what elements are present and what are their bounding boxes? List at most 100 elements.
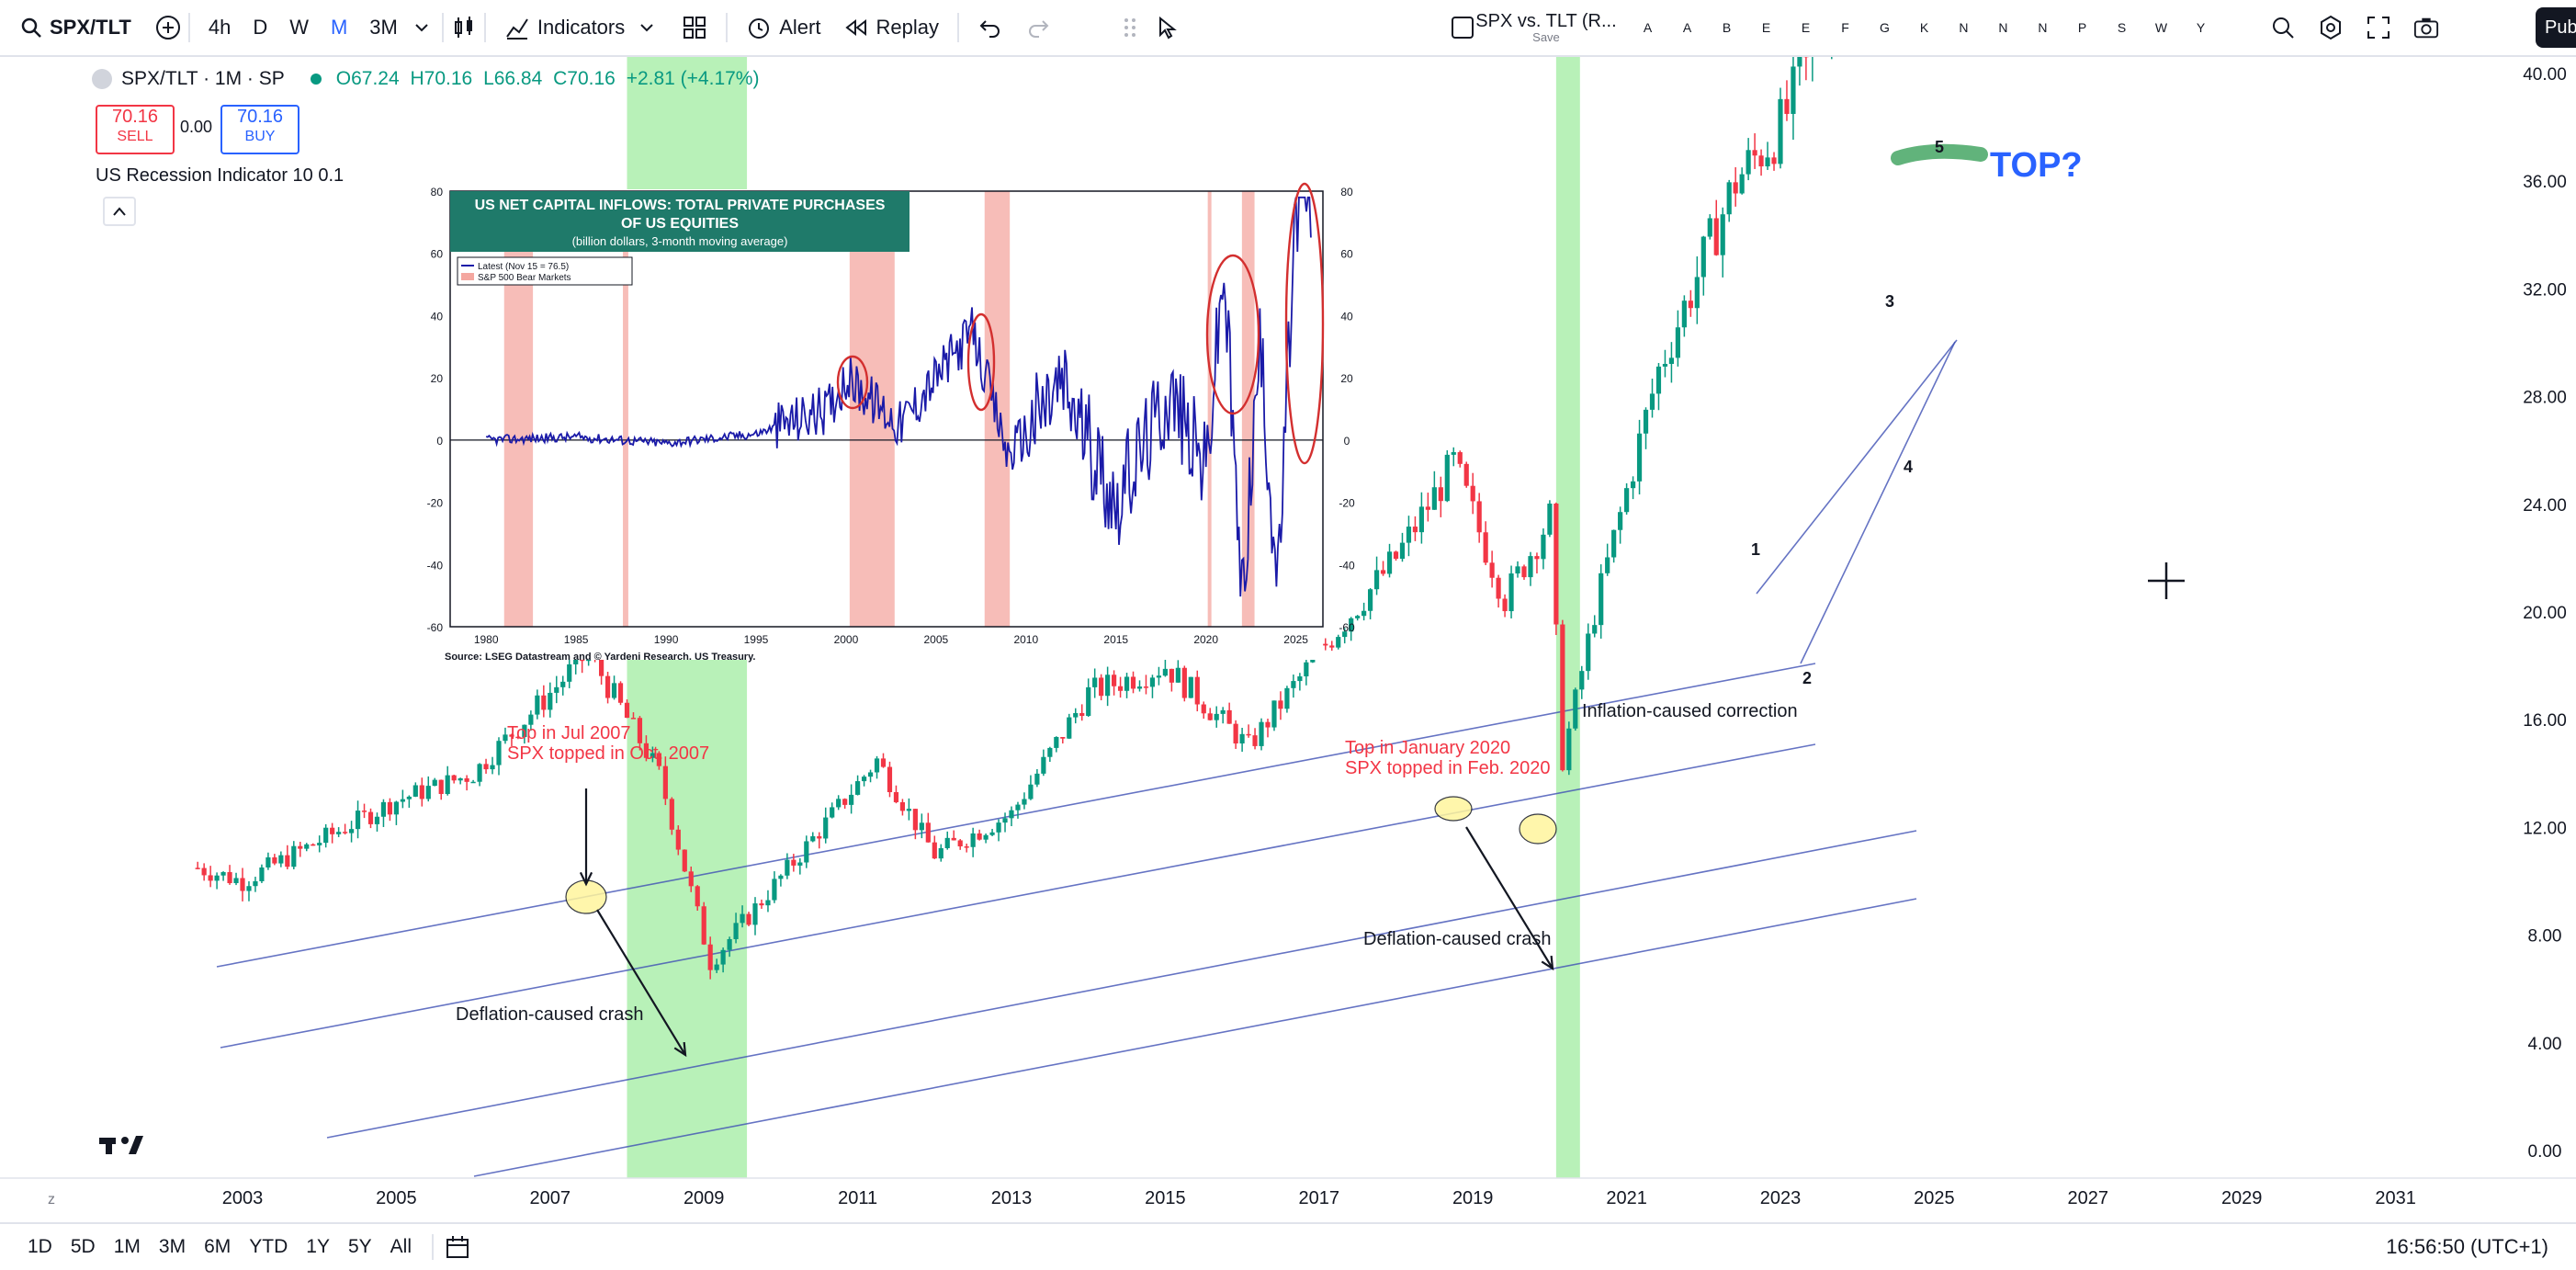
interval-4h[interactable]: 4h: [198, 7, 242, 48]
inset-y-tick-right: 20: [1340, 372, 1353, 385]
layout-name-button[interactable]: SPX vs. TLT (R... Save: [1496, 0, 1597, 55]
time-tick-label: 2025: [1914, 1188, 1955, 1208]
alert-button[interactable]: Alert: [735, 7, 831, 48]
inset-x-tick: 2000: [834, 633, 859, 646]
calendar-icon[interactable]: [445, 1234, 470, 1260]
time-tick-label: 2015: [1145, 1188, 1186, 1208]
watchlist-letter-button[interactable]: N: [1944, 20, 1983, 35]
watchlist-letter-button[interactable]: N: [2023, 20, 2062, 35]
time-tick-label: 2023: [1760, 1188, 1802, 1208]
interval-group: 4h D W M 3M: [198, 0, 435, 55]
replay-button[interactable]: Replay: [832, 7, 950, 48]
watchlist-letter-button[interactable]: S: [2102, 20, 2141, 35]
buy-button[interactable]: 70.16 BUY: [220, 105, 299, 154]
watchlist-letter-button[interactable]: E: [1746, 20, 1786, 35]
interval-m[interactable]: M: [320, 7, 358, 48]
fullscreen-button[interactable]: [2355, 7, 2402, 48]
drag-handle[interactable]: [1117, 0, 1143, 55]
watchlist-letter-button[interactable]: P: [2062, 20, 2102, 35]
publish-button[interactable]: Pub: [2536, 7, 2576, 48]
watchlist-letter-button[interactable]: N: [1983, 20, 2023, 35]
quick-search-button[interactable]: [2259, 7, 2307, 48]
inset-x-tick: 2020: [1193, 633, 1218, 646]
range-all-button[interactable]: All: [381, 1236, 421, 1258]
inset-bear-market-band: [1208, 191, 1212, 627]
interval-w[interactable]: W: [278, 7, 320, 48]
inset-x-tick: 1985: [564, 633, 589, 646]
price-axis[interactable]: 80.0076.0072.0068.0064.0060.0056.0052.00…: [2493, 57, 2576, 1178]
inset-y-tick-left: 40: [431, 310, 444, 323]
watchlist-letter-button[interactable]: E: [1786, 20, 1825, 35]
interval-3m[interactable]: 3M: [358, 7, 409, 48]
settings-button[interactable]: [2307, 7, 2355, 48]
cursor-tool-button[interactable]: [1143, 7, 1191, 48]
annotation-crash-2008: Deflation-caused crash: [456, 1004, 644, 1025]
price-chart[interactable]: 1.618 (73.68)1.27 (68.09)1 (63.76)0.618 …: [0, 57, 2576, 1222]
inset-x-tick: 2005: [924, 633, 949, 646]
watchlist-letter-button[interactable]: Y: [2181, 20, 2220, 35]
chevron-down-icon[interactable]: [409, 15, 435, 40]
candle: [1560, 620, 1565, 772]
grid-icon: [682, 15, 707, 40]
candle: [670, 797, 674, 834]
range-5y-button[interactable]: 5Y: [339, 1236, 381, 1258]
symbol-search[interactable]: SPX/TLT: [18, 0, 131, 55]
compare-button[interactable]: [155, 0, 181, 55]
indicators-label: Indicators: [537, 16, 625, 40]
toolbar-divider: [726, 13, 728, 42]
recession-indicator-legend: US Recession Indicator 10 0.1: [96, 165, 344, 187]
watchlist-letter-button[interactable]: K: [1904, 20, 1944, 35]
templates-button[interactable]: [671, 7, 718, 48]
redo-button[interactable]: [1014, 7, 1062, 48]
layout-save-label: Save: [1532, 31, 1560, 44]
inset-y-tick-right: -40: [1339, 559, 1355, 572]
watchlist-letter-button[interactable]: B: [1707, 20, 1746, 35]
range-ytd-button[interactable]: YTD: [240, 1236, 297, 1258]
inset-y-tick-left: -20: [427, 497, 444, 510]
watchlist-letter-button[interactable]: A: [1628, 20, 1667, 35]
price-tick-label: 24.00: [2523, 496, 2567, 516]
clock[interactable]: 16:56:50 (UTC+1): [2386, 1235, 2548, 1259]
annotation-inflation-correction: Inflation-caused correction: [1582, 701, 1798, 721]
inset-y-tick-left: 0: [436, 435, 443, 448]
candle: [887, 762, 892, 798]
range-5d-button[interactable]: 5D: [62, 1236, 105, 1258]
inset-legend-latest: Latest (Nov 15 = 76.5): [478, 262, 569, 272]
chart-type-button[interactable]: [451, 0, 477, 55]
legend-change: +2.81 (+4.17%): [627, 68, 760, 89]
range-1y-button[interactable]: 1Y: [297, 1236, 339, 1258]
candle: [1547, 500, 1552, 537]
price-tick-label: 20.00: [2523, 604, 2567, 623]
watchlist-letter-button[interactable]: W: [2141, 20, 2181, 35]
price-tick-label: 8.00: [2528, 927, 2562, 947]
indicators-button[interactable]: Indicators: [493, 7, 671, 48]
layout-checkbox[interactable]: [1450, 0, 1475, 55]
time-tick-label: 2029: [2221, 1188, 2263, 1208]
market-status-icon: [311, 74, 322, 85]
top-toolbar: SPX/TLT 4h D W M 3M Indicators: [0, 0, 2576, 57]
sell-button[interactable]: 70.16 SELL: [96, 105, 175, 154]
candle: [618, 681, 623, 705]
watchlist-letter-button[interactable]: F: [1825, 20, 1865, 35]
wave-label: 5: [1935, 138, 1944, 156]
price-tick-label: 28.00: [2523, 389, 2567, 408]
watchlist-letter-button[interactable]: G: [1865, 20, 1904, 35]
inset-x-tick: 1995: [744, 633, 769, 646]
inset-subtitle: (billion dollars, 3-month moving average…: [572, 234, 788, 248]
candle: [1508, 566, 1513, 618]
undo-button[interactable]: [966, 7, 1014, 48]
interval-d[interactable]: D: [242, 7, 278, 48]
candle: [1566, 721, 1571, 775]
price-tick-label: 36.00: [2523, 173, 2567, 192]
range-6m-button[interactable]: 6M: [195, 1236, 240, 1258]
collapse-legend-button[interactable]: [103, 197, 136, 226]
screenshot-button[interactable]: [2402, 7, 2450, 48]
watchlist-letter-button[interactable]: A: [1667, 20, 1707, 35]
range-1d-button[interactable]: 1D: [18, 1236, 62, 1258]
range-3m-button[interactable]: 3M: [150, 1236, 195, 1258]
alarm-clock-icon: [746, 15, 772, 40]
range-1m-button[interactable]: 1M: [105, 1236, 150, 1258]
candle: [1573, 687, 1577, 731]
